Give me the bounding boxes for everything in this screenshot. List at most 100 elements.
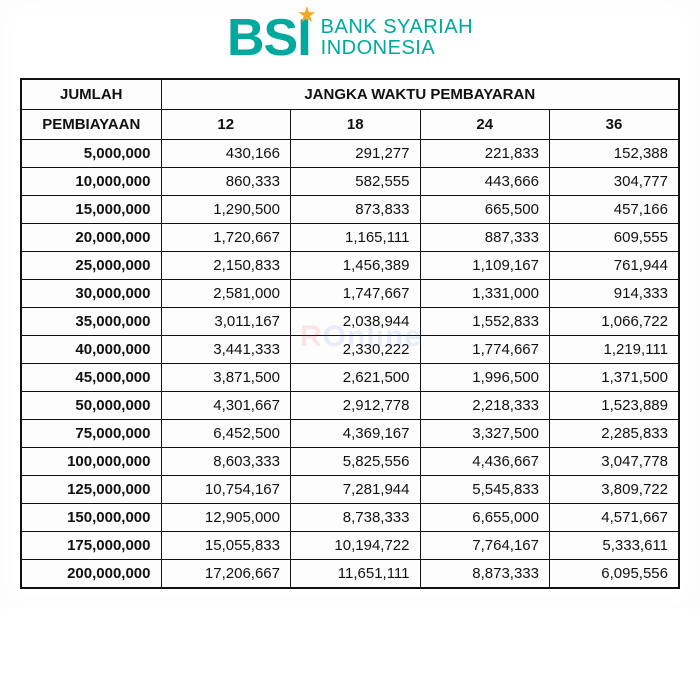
col-header-term-24: 24 [420,110,550,140]
cell-value: 1,456,389 [291,252,421,280]
cell-value: 1,774,667 [420,336,550,364]
table-body: 5,000,000430,166291,277221,833152,38810,… [21,140,679,589]
cell-value: 582,555 [291,168,421,196]
table-row: 200,000,00017,206,66711,651,1118,873,333… [21,560,679,589]
star-icon: ★ [297,2,317,28]
col-header-term-12: 12 [161,110,291,140]
cell-value: 291,277 [291,140,421,168]
col-header-amount-bottom: PEMBIAYAAN [21,110,161,140]
cell-value: 7,764,167 [420,532,550,560]
cell-value: 6,452,500 [161,420,291,448]
cell-value: 5,545,833 [420,476,550,504]
cell-value: 1,109,167 [420,252,550,280]
cell-value: 2,330,222 [291,336,421,364]
table-row: 5,000,000430,166291,277221,833152,388 [21,140,679,168]
cell-value: 152,388 [550,140,680,168]
table-row: 125,000,00010,754,1677,281,9445,545,8333… [21,476,679,504]
cell-amount: 40,000,000 [21,336,161,364]
cell-amount: 45,000,000 [21,364,161,392]
cell-value: 1,747,667 [291,280,421,308]
cell-value: 2,581,000 [161,280,291,308]
cell-value: 3,871,500 [161,364,291,392]
cell-value: 3,327,500 [420,420,550,448]
cell-value: 10,754,167 [161,476,291,504]
table-row: 20,000,0001,720,6671,165,111887,333609,5… [21,224,679,252]
cell-value: 221,833 [420,140,550,168]
cell-amount: 35,000,000 [21,308,161,336]
cell-value: 17,206,667 [161,560,291,589]
cell-value: 304,777 [550,168,680,196]
cell-value: 15,055,833 [161,532,291,560]
page-root: B S I ★ BANK SYARIAH INDONESIA ROnline J… [0,0,700,609]
table-row: 30,000,0002,581,0001,747,6671,331,000914… [21,280,679,308]
brand-logo: B S I ★ BANK SYARIAH INDONESIA [160,12,540,64]
cell-value: 5,333,611 [550,532,680,560]
cell-value: 430,166 [161,140,291,168]
table-row: 100,000,0008,603,3335,825,5564,436,6673,… [21,448,679,476]
cell-amount: 100,000,000 [21,448,161,476]
cell-value: 2,285,833 [550,420,680,448]
cell-value: 8,873,333 [420,560,550,589]
cell-value: 1,165,111 [291,224,421,252]
cell-amount: 125,000,000 [21,476,161,504]
cell-amount: 30,000,000 [21,280,161,308]
cell-value: 665,500 [420,196,550,224]
cell-amount: 25,000,000 [21,252,161,280]
cell-value: 1,219,111 [550,336,680,364]
cell-amount: 15,000,000 [21,196,161,224]
cell-value: 761,944 [550,252,680,280]
cell-amount: 75,000,000 [21,420,161,448]
cell-value: 12,905,000 [161,504,291,532]
cell-value: 3,809,722 [550,476,680,504]
col-header-span: JANGKA WAKTU PEMBAYARAN [161,79,679,110]
cell-value: 4,369,167 [291,420,421,448]
cell-value: 6,655,000 [420,504,550,532]
cell-value: 10,194,722 [291,532,421,560]
brand-line-1: BANK SYARIAH [321,17,473,38]
cell-value: 2,218,333 [420,392,550,420]
cell-value: 6,095,556 [550,560,680,589]
cell-value: 1,523,889 [550,392,680,420]
brand-line-2: INDONESIA [321,38,473,59]
financing-table: JUMLAH JANGKA WAKTU PEMBAYARAN PEMBIAYAA… [20,78,680,589]
cell-value: 873,833 [291,196,421,224]
cell-value: 1,331,000 [420,280,550,308]
table-row: 15,000,0001,290,500873,833665,500457,166 [21,196,679,224]
table-head: JUMLAH JANGKA WAKTU PEMBAYARAN PEMBIAYAA… [21,79,679,140]
cell-value: 914,333 [550,280,680,308]
table-row: 45,000,0003,871,5002,621,5001,996,5001,3… [21,364,679,392]
brand-letter-s: S [264,12,298,64]
col-header-term-36: 36 [550,110,680,140]
cell-value: 1,552,833 [420,308,550,336]
cell-amount: 150,000,000 [21,504,161,532]
cell-value: 1,290,500 [161,196,291,224]
cell-value: 2,621,500 [291,364,421,392]
cell-value: 1,066,722 [550,308,680,336]
cell-value: 1,371,500 [550,364,680,392]
cell-value: 1,720,667 [161,224,291,252]
cell-value: 5,825,556 [291,448,421,476]
cell-amount: 175,000,000 [21,532,161,560]
brand-mark: B S I ★ [227,12,311,64]
table-row: 25,000,0002,150,8331,456,3891,109,167761… [21,252,679,280]
cell-value: 4,571,667 [550,504,680,532]
cell-amount: 5,000,000 [21,140,161,168]
brand-text: BANK SYARIAH INDONESIA [321,17,473,59]
cell-value: 3,047,778 [550,448,680,476]
cell-value: 4,301,667 [161,392,291,420]
cell-value: 3,011,167 [161,308,291,336]
cell-value: 8,738,333 [291,504,421,532]
table-row: 175,000,00015,055,83310,194,7227,764,167… [21,532,679,560]
cell-value: 1,996,500 [420,364,550,392]
table-row: 75,000,0006,452,5004,369,1673,327,5002,2… [21,420,679,448]
brand-letter-b: B [227,12,264,64]
table-row: 50,000,0004,301,6672,912,7782,218,3331,5… [21,392,679,420]
table-row: 10,000,000860,333582,555443,666304,777 [21,168,679,196]
col-header-amount-top: JUMLAH [21,79,161,110]
cell-value: 609,555 [550,224,680,252]
cell-value: 2,150,833 [161,252,291,280]
cell-value: 443,666 [420,168,550,196]
table-row: 35,000,0003,011,1672,038,9441,552,8331,0… [21,308,679,336]
table-row: 150,000,00012,905,0008,738,3336,655,0004… [21,504,679,532]
cell-value: 860,333 [161,168,291,196]
